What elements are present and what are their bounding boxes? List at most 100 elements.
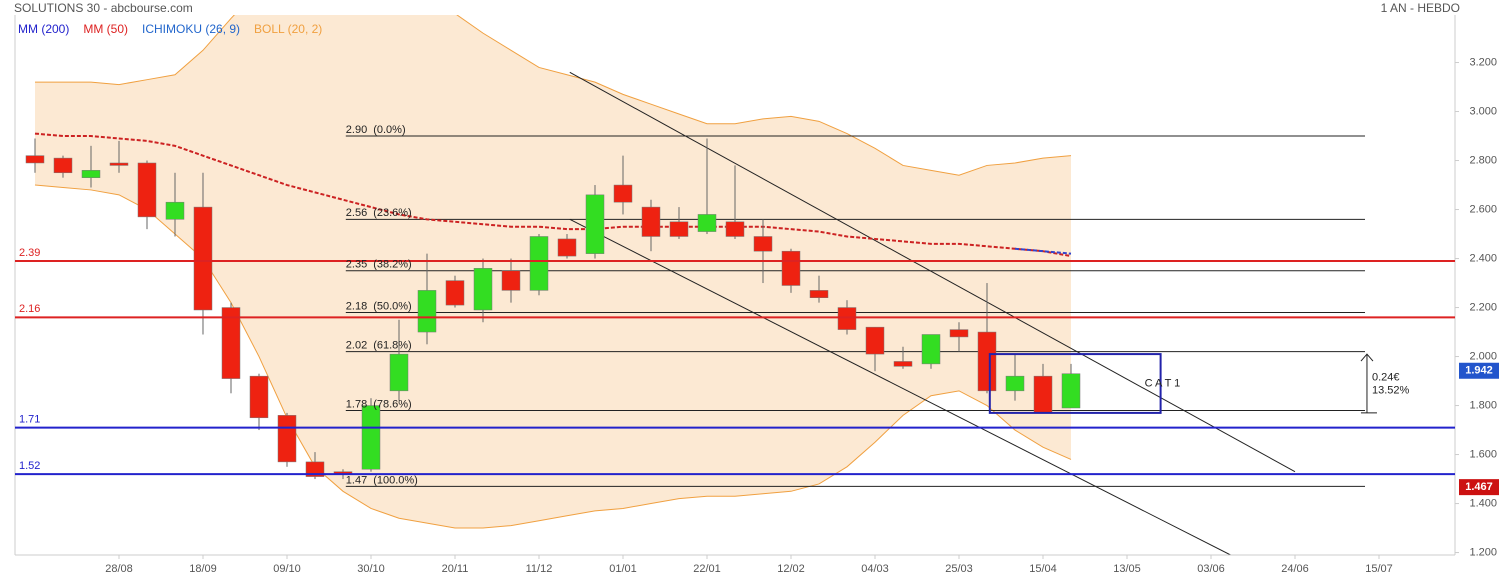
x-tick-label: 15/04	[1029, 563, 1057, 575]
trend-line	[569, 71, 1296, 473]
legend-entry: ICHIMOKU (26, 9)	[142, 22, 240, 36]
x-tick-label: 22/01	[693, 563, 721, 575]
measure-pct: 13.52%	[1372, 384, 1410, 396]
fib-value: 2.02	[346, 340, 367, 352]
candle-body	[753, 236, 773, 252]
moving-average	[1014, 247, 1072, 255]
fib-value: 2.56	[346, 207, 367, 219]
legend-entry: BOLL (20, 2)	[254, 22, 322, 36]
fib-ratio: (0.0%)	[373, 124, 405, 136]
candle-body	[249, 375, 269, 419]
box-label: C A T 1	[1145, 377, 1181, 389]
x-tick-label: 15/07	[1365, 563, 1393, 575]
candle-body	[417, 290, 437, 333]
candle-body	[1033, 375, 1053, 414]
candle-body	[641, 206, 661, 237]
x-tick-label: 28/08	[105, 563, 133, 575]
candle-body	[221, 307, 241, 379]
fib-value: 2.18	[346, 300, 367, 312]
candle-body	[389, 353, 409, 392]
x-tick-label: 30/10	[357, 563, 385, 575]
x-tick-label: 01/01	[609, 563, 637, 575]
candle-body	[1005, 375, 1025, 392]
fib-ratio: (100.0%)	[373, 474, 418, 486]
candle-body	[697, 214, 717, 232]
x-tick-label: 04/03	[861, 563, 889, 575]
fib-value: 1.78	[346, 398, 367, 410]
fib-ratio: (38.2%)	[373, 259, 412, 271]
band-fill	[34, 15, 1071, 529]
y-tick-label: 2.600	[1469, 203, 1497, 215]
candle-body	[669, 221, 689, 237]
level-label: 2.16	[19, 303, 40, 315]
period: 1 AN - HEBDO	[1381, 1, 1460, 15]
candle-body	[53, 157, 73, 174]
y-tick-label: 1.400	[1469, 497, 1497, 509]
y-tick-label: 3.000	[1469, 105, 1497, 117]
y-tick-label: 2.400	[1469, 252, 1497, 264]
x-tick-label: 13/05	[1113, 563, 1141, 575]
fib-ratio: (61.8%)	[373, 340, 412, 352]
fib-value: 2.35	[346, 259, 367, 271]
price-tag-label: 1.467	[1465, 481, 1493, 493]
candle-body	[949, 329, 969, 338]
price-tag	[1459, 479, 1499, 496]
y-tick-label: 1.600	[1469, 448, 1497, 460]
candle-body	[109, 162, 129, 166]
fib-ratio: (78.6%)	[373, 398, 412, 410]
candle-body	[501, 270, 521, 291]
fib-ratio: (50.0%)	[373, 300, 412, 312]
y-tick-label: 1.800	[1469, 399, 1497, 411]
candle-body	[165, 201, 185, 220]
price-tag	[1459, 362, 1499, 379]
measure-label: 0.24€	[1372, 371, 1400, 383]
level-label: 1.52	[19, 460, 40, 472]
x-tick-label: 12/02	[777, 563, 805, 575]
candle-body	[473, 268, 493, 311]
legend-entry: MM (200)	[18, 22, 69, 36]
candle-body	[725, 221, 745, 237]
y-tick-label: 1.200	[1469, 546, 1497, 558]
trend-line	[569, 218, 1231, 555]
candle-body	[977, 331, 997, 392]
candle-body	[781, 250, 801, 286]
candle-body	[809, 290, 829, 298]
y-tick-label: 3.200	[1469, 56, 1497, 68]
x-tick-label: 03/06	[1197, 563, 1225, 575]
fib-ratio: (23.6%)	[373, 207, 412, 219]
candle-body	[921, 334, 941, 365]
candle-body	[529, 236, 549, 291]
candle-body	[445, 280, 465, 306]
y-tick-label: 2.200	[1469, 301, 1497, 313]
candle-body	[81, 170, 101, 178]
price-tag-label: 1.942	[1465, 365, 1493, 377]
candle-body	[137, 162, 157, 218]
fib-value: 1.47	[346, 474, 367, 486]
candle-body	[585, 194, 605, 254]
candle-body	[557, 238, 577, 257]
measure-arrow	[1360, 353, 1374, 362]
candle-body	[837, 307, 857, 330]
candle-body	[25, 155, 45, 164]
x-tick-label: 09/10	[273, 563, 301, 575]
candle-body	[305, 461, 325, 477]
fib-value: 2.90	[346, 124, 367, 136]
level-label: 2.39	[19, 247, 40, 259]
candle-body	[613, 184, 633, 203]
moving-average	[34, 132, 1072, 258]
annotation-box	[988, 353, 1162, 414]
candle-body	[361, 405, 381, 470]
plot-area	[25, 15, 1366, 555]
candle-body	[277, 415, 297, 463]
level-label: 1.71	[19, 414, 40, 426]
band-upper	[34, 15, 1072, 176]
chart-title: SOLUTIONS 30 - abcbourse.com	[14, 1, 193, 15]
x-tick-label: 18/09	[189, 563, 217, 575]
x-tick-label: 11/12	[526, 563, 553, 575]
x-tick-label: 25/03	[945, 563, 973, 575]
x-tick-label: 20/11	[442, 563, 469, 575]
legend-entry: MM (50)	[83, 22, 128, 36]
candle-body	[893, 361, 913, 367]
y-tick-label: 2.800	[1469, 154, 1497, 166]
